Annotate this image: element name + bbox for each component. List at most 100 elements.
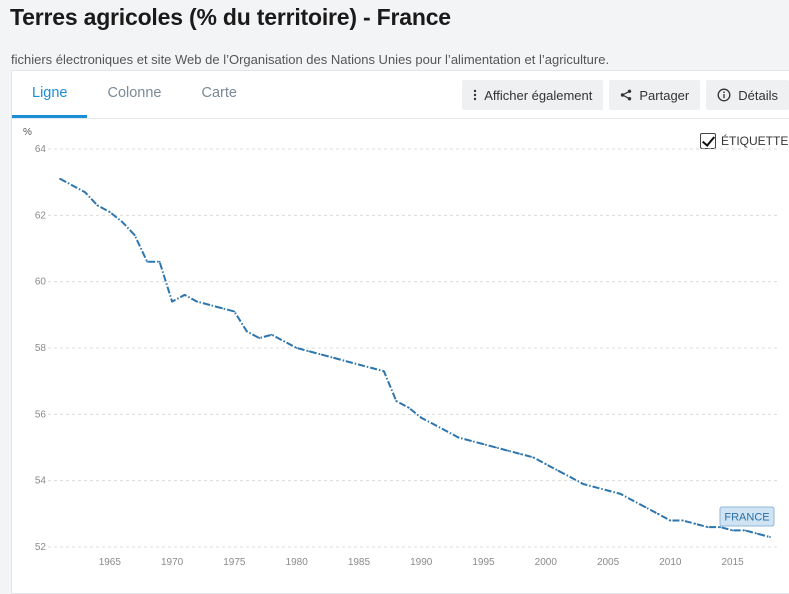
data-point[interactable] [582, 483, 585, 485]
data-point[interactable] [619, 493, 622, 495]
tab-divider [12, 118, 789, 119]
x-tick-label: 2005 [597, 557, 620, 568]
data-point[interactable] [395, 400, 398, 402]
data-point[interactable] [171, 300, 174, 303]
y-axis-ticks: 52 54 56 58 60 62 64 [35, 144, 47, 553]
data-point[interactable] [607, 489, 609, 492]
y-tick-label: 54 [35, 476, 47, 487]
series-tag: FRANCE [719, 506, 775, 527]
data-point[interactable] [96, 204, 99, 207]
tab-map[interactable]: Carte [201, 85, 237, 101]
data-point[interactable] [644, 506, 647, 509]
data-point[interactable] [233, 310, 236, 313]
data-point[interactable] [719, 526, 722, 528]
data-point[interactable] [681, 519, 684, 522]
data-point[interactable] [333, 357, 335, 359]
data-point[interactable] [146, 260, 149, 263]
data-point[interactable] [270, 333, 273, 336]
data-point[interactable] [183, 294, 186, 296]
data-point[interactable] [544, 463, 547, 465]
data-point[interactable] [320, 353, 323, 356]
label-toggle-text: ÉTIQUETTE [721, 134, 789, 148]
y-tick-label: 64 [35, 144, 47, 155]
x-tick-label: 1965 [99, 557, 122, 568]
vertical-dots-icon [473, 89, 477, 101]
data-point[interactable] [470, 439, 472, 442]
x-axis-ticks: 1965 1970 1975 1980 1985 1990 1995 2000 2005 2010… [99, 557, 744, 568]
data-point[interactable] [71, 184, 74, 187]
share-icon [620, 89, 632, 101]
data-point[interactable] [445, 430, 448, 432]
tab-column[interactable]: Colonne [107, 85, 162, 101]
data-point[interactable] [345, 360, 348, 363]
data-point[interactable] [382, 370, 385, 373]
data-point[interactable] [133, 234, 136, 237]
share-button[interactable]: Partager [609, 80, 701, 110]
data-point[interactable] [632, 499, 634, 502]
chart-actions: Afficher également Partager Détails [462, 80, 789, 110]
x-tick-label: 2015 [722, 557, 745, 568]
x-tick-label: 1995 [472, 557, 495, 568]
series-tag-box [719, 506, 775, 527]
data-point[interactable] [756, 532, 759, 535]
data-point[interactable] [557, 469, 560, 472]
data-point[interactable] [656, 512, 659, 515]
data-point[interactable] [358, 363, 360, 366]
data-point[interactable] [245, 330, 248, 333]
data-point[interactable] [283, 340, 286, 343]
data-point[interactable] [669, 519, 672, 522]
data-point[interactable] [221, 307, 223, 310]
y-tick-label: 62 [35, 210, 47, 221]
data-point[interactable] [308, 350, 311, 353]
data-point[interactable] [108, 211, 111, 213]
data-point[interactable] [507, 449, 510, 452]
series-line-france[interactable] [59, 177, 771, 539]
data-point[interactable] [706, 526, 709, 528]
data-point[interactable] [407, 406, 410, 409]
data-point[interactable] [519, 453, 522, 456]
data-point[interactable] [482, 443, 485, 446]
data-point[interactable] [457, 436, 460, 439]
details-button[interactable]: Détails [706, 80, 789, 110]
also-show-button[interactable]: Afficher également [462, 80, 604, 110]
data-point[interactable] [495, 446, 497, 449]
data-point[interactable] [769, 536, 771, 538]
data-point[interactable] [121, 221, 124, 223]
data-point[interactable] [208, 303, 211, 306]
chart-tabs: Ligne Colonne Carte [12, 71, 257, 118]
data-point[interactable] [731, 529, 734, 532]
gridlines [48, 148, 780, 548]
data-point[interactable] [569, 476, 572, 479]
series-layer [59, 177, 771, 539]
x-tick-label: 1985 [348, 557, 371, 568]
data-point[interactable] [370, 367, 373, 369]
data-point[interactable] [295, 347, 298, 349]
x-tick-label: 1975 [223, 557, 246, 568]
source-note: fichiers électroniques et site Web de l’… [11, 52, 610, 67]
data-point[interactable] [694, 522, 697, 525]
data-point[interactable] [158, 260, 161, 263]
data-point[interactable] [594, 486, 597, 489]
data-point[interactable] [532, 456, 535, 459]
data-point[interactable] [196, 300, 198, 303]
chart-card: Ligne Colonne Carte Afficher également P… [11, 70, 789, 594]
tab-line[interactable]: Ligne [12, 71, 88, 118]
data-point[interactable] [432, 423, 435, 426]
x-tick-label: 2000 [535, 557, 558, 568]
x-tick-label: 1970 [161, 557, 184, 568]
y-tick-label: 58 [35, 343, 47, 354]
x-tick-label: 2010 [659, 557, 682, 568]
y-unit-label: % [23, 127, 32, 138]
x-tick-label: 1990 [410, 557, 433, 568]
details-label: Détails [738, 87, 778, 103]
x-tick-label: 1980 [286, 557, 309, 568]
data-point[interactable] [84, 191, 86, 194]
data-point[interactable] [420, 416, 423, 419]
share-label: Partager [639, 87, 690, 103]
data-point[interactable] [744, 529, 746, 532]
y-tick-label: 56 [35, 409, 47, 420]
data-point[interactable] [59, 177, 61, 180]
y-tick-label: 60 [35, 277, 47, 288]
data-point[interactable] [258, 337, 261, 339]
